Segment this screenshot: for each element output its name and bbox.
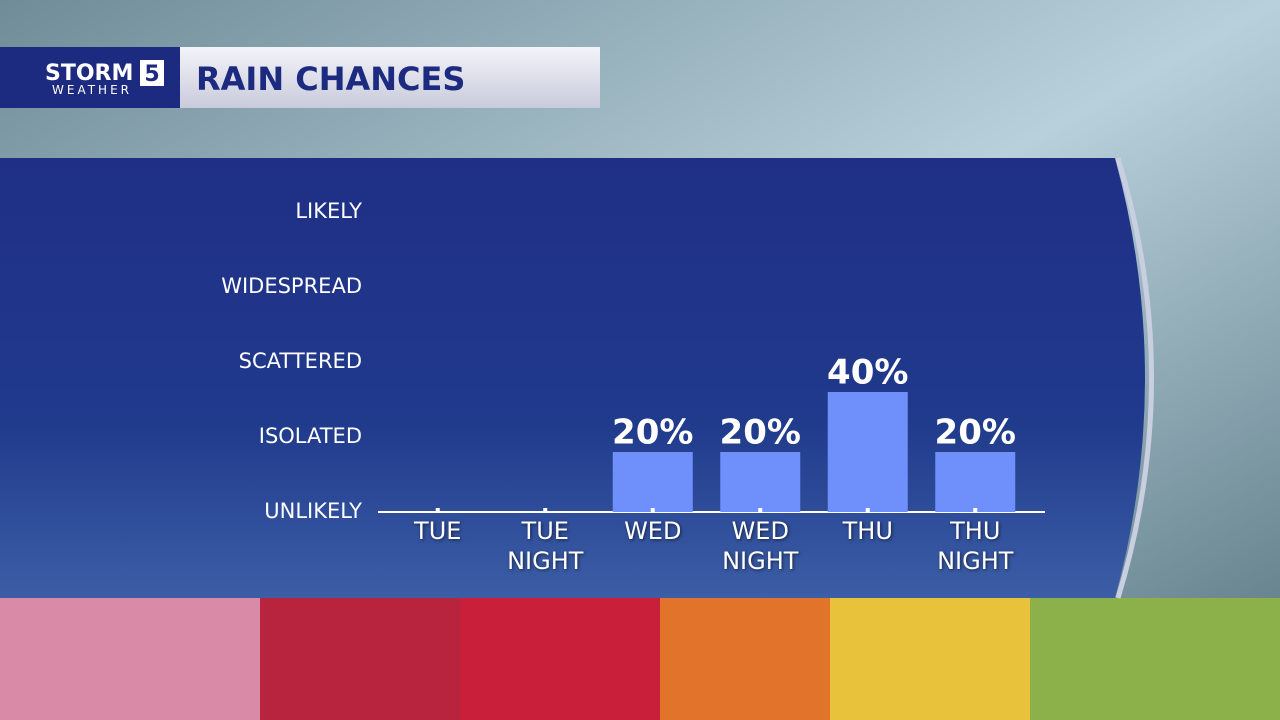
logo-badge-box <box>140 60 164 86</box>
bar <box>935 452 1016 512</box>
category-dot <box>973 508 978 512</box>
y-tick-label: LIKELY <box>295 199 362 223</box>
x-tick-label: THU <box>842 517 893 545</box>
x-tick-label: WED NIGHT <box>722 517 799 575</box>
x-tick-label: TUE <box>414 517 462 545</box>
logo-top: STORM <box>45 61 133 86</box>
chart-title: RAIN CHANCES <box>196 60 465 98</box>
y-tick-label: ISOLATED <box>259 424 362 448</box>
bar <box>827 392 908 512</box>
umbrella <box>0 598 1280 720</box>
value-label: 20% <box>720 413 801 453</box>
bar <box>612 452 693 512</box>
value-label: 40% <box>827 353 908 393</box>
category-dot <box>758 508 763 512</box>
category-dot <box>435 508 440 512</box>
x-tick-label: WED <box>624 517 682 545</box>
x-tick-label: TUE NIGHT <box>507 517 584 575</box>
value-label: 20% <box>935 413 1016 453</box>
y-tick-label: UNLIKELY <box>264 499 362 523</box>
x-tick-label: THU NIGHT <box>937 517 1014 575</box>
logo-bottom: WEATHER <box>52 83 132 97</box>
value-label: 20% <box>612 413 693 453</box>
panel-edge <box>1115 157 1154 599</box>
bar <box>720 452 801 512</box>
category-dot <box>865 508 870 512</box>
category-dot <box>543 508 548 512</box>
y-tick-label: SCATTERED <box>239 349 362 373</box>
category-dot <box>650 508 655 512</box>
y-tick-label: WIDESPREAD <box>221 274 362 298</box>
logo-badge: 5 <box>144 62 159 87</box>
